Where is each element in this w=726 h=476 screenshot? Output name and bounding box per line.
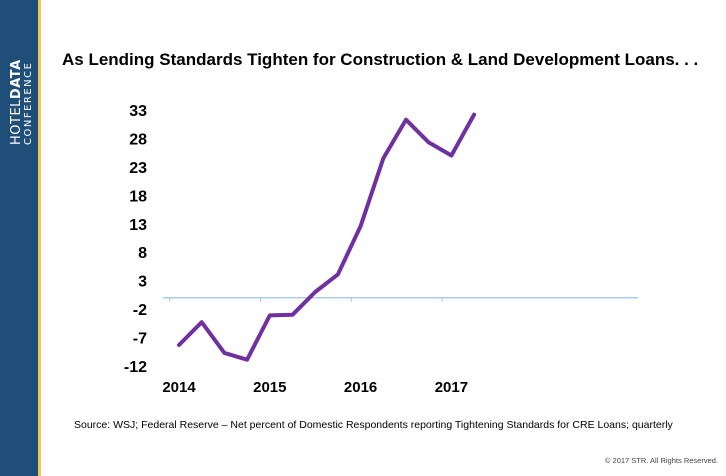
chart-title: As Lending Standards Tighten for Constru…: [62, 50, 699, 69]
y-tick-label: -7: [133, 331, 147, 348]
y-tick-label: 33: [129, 103, 147, 120]
sidebar-accent-rule: [38, 0, 41, 476]
x-tick-label: 2014: [162, 379, 196, 396]
y-tick-label: 23: [129, 160, 147, 177]
x-tick-label: 2017: [435, 379, 468, 396]
y-tick-label: 18: [129, 188, 147, 205]
series-line: [177, 112, 477, 362]
y-tick-label: 13: [129, 217, 147, 234]
y-tick-label: -2: [133, 302, 147, 319]
source-note: Source: WSJ; Federal Reserve – Net perce…: [74, 419, 673, 431]
x-tick-label: 2016: [344, 379, 377, 396]
sidebar-band: [0, 0, 38, 476]
y-tick-label: 28: [129, 131, 147, 148]
y-tick-label: -12: [124, 359, 147, 376]
copyright-note: © 2017 STR. All Rights Reserved.: [604, 456, 718, 465]
y-tick-label: 3: [138, 274, 147, 291]
x-tick-label: 2015: [253, 379, 286, 396]
y-tick-label: 8: [138, 245, 147, 262]
